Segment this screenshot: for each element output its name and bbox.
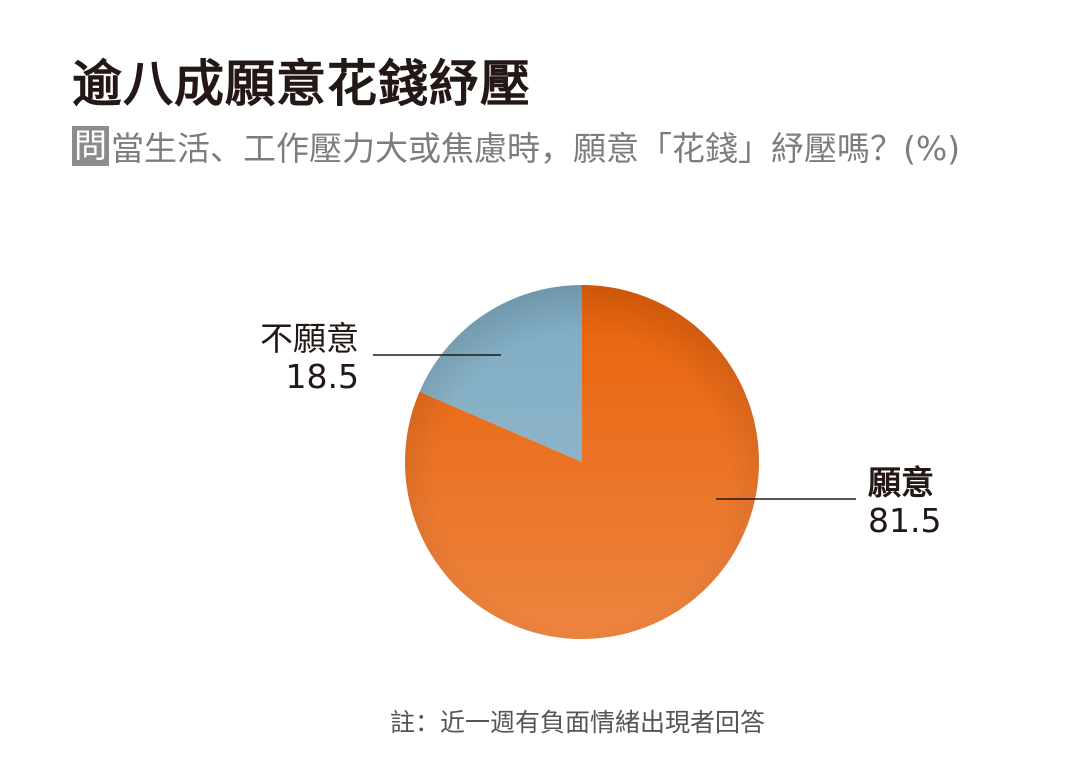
chart-title: 逾八成願意花錢紓壓 — [72, 55, 531, 113]
subtitle-text: 當生活、工作壓力大或焦慮時，願意「花錢」紓壓嗎？(%) — [111, 129, 961, 168]
label-yes: 願意 81.5 — [868, 464, 941, 540]
chart-subtitle: 問 當生活、工作壓力大或焦慮時，願意「花錢」紓壓嗎？(%) — [72, 122, 960, 170]
label-yes-value: 81.5 — [868, 501, 942, 540]
footnote: 註：近一週有負面情緒出現者回答 — [389, 708, 765, 737]
label-no-value: 18.5 — [285, 357, 359, 396]
label-no: 不願意 18.5 — [260, 320, 359, 396]
label-no-name: 不願意 — [260, 319, 359, 358]
pie-highlight — [405, 285, 759, 639]
label-yes-name: 願意 — [868, 463, 934, 502]
question-tag: 問 — [72, 126, 109, 166]
